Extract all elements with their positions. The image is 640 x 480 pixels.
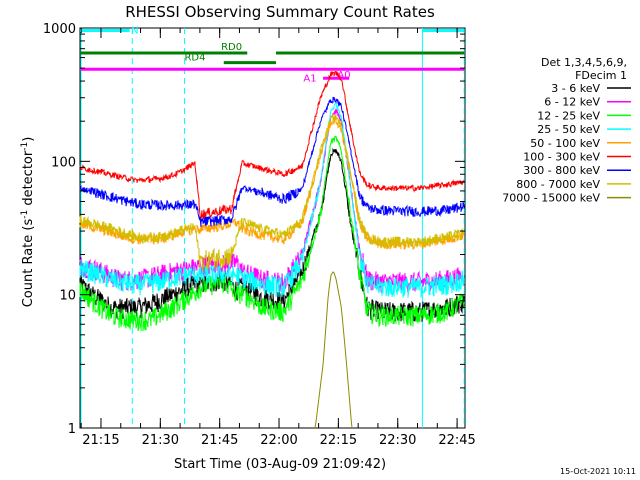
y-tick-label-1: 10 (59, 289, 76, 304)
series-line-6 (79, 96, 465, 227)
state-label-n: N (131, 25, 138, 36)
plot-frame (79, 27, 466, 429)
state-label-rd0: RD0 (221, 42, 242, 53)
vertical-markers (80, 28, 465, 428)
x-tick-label-0: 21:15 (82, 433, 119, 448)
state-label-a1: A1 (303, 73, 316, 84)
x-tick-label-2: 21:45 (201, 433, 238, 448)
legend-label-7: 800 - 7000 keV (516, 178, 600, 191)
legend-label-1: 6 - 12 keV (544, 96, 600, 109)
legend-label-0: 3 - 6 keV (551, 82, 600, 95)
footer-timestamp: 15-Oct-2021 10:11 (560, 467, 636, 476)
y-tick-label-3: 1000 (43, 22, 76, 37)
axes: 1 10 100 1000 21:15 21:30 21:45 22:00 22:15 22:30… (43, 22, 476, 448)
x-axis-label: Start Time (03-Aug-09 21:09:42) (174, 457, 386, 472)
x-tick-label-5: 22:30 (379, 433, 416, 448)
y-axis-label: Count Rate (s-1 detector-1) (20, 137, 36, 308)
x-tick-label-1: 21:30 (142, 433, 179, 448)
state-label-a0: A0 (337, 70, 350, 81)
legend-label-2: 12 - 25 keV (537, 109, 600, 122)
x-tick-label-4: 22:15 (320, 433, 357, 448)
attenuator-bars: N RD0 RD4 A1 A0 (80, 25, 465, 84)
series-line-8 (314, 271, 353, 429)
legend-label-5: 100 - 300 keV (523, 151, 600, 164)
series-line-2 (79, 135, 465, 332)
plot-area (79, 27, 466, 429)
y-tick-label-2: 100 (51, 155, 76, 170)
chart-title: RHESSI Observing Summary Count Rates (125, 3, 435, 21)
legend-label-8: 7000 - 15000 keV (502, 192, 600, 205)
series-line-5 (79, 70, 465, 220)
legend-label-6: 300 - 800 keV (523, 164, 600, 177)
legend-label-4: 50 - 100 keV (530, 137, 600, 150)
series-line-1 (79, 108, 465, 293)
series-line-7 (79, 113, 465, 272)
y-tick-label-0: 1 (68, 422, 76, 437)
data-series (79, 70, 465, 429)
x-tick-label-6: 22:45 (438, 433, 475, 448)
series-line-3 (79, 102, 465, 298)
legend-label-3: 25 - 50 keV (537, 123, 600, 136)
x-tick-label-3: 22:00 (260, 433, 297, 448)
state-label-rd4: RD4 (184, 53, 205, 64)
legend-header-1: FDecim 1 (575, 69, 627, 82)
legend-header-0: Det 1,3,4,5,6,9, (541, 56, 627, 69)
